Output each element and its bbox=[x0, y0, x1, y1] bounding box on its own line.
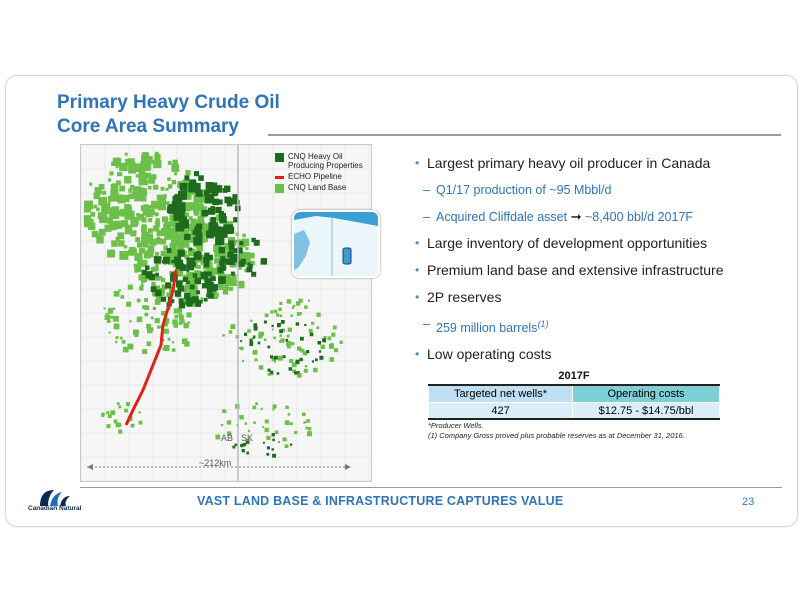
bullet-item: • Premium land base and extensive infrast… bbox=[415, 262, 724, 278]
bullet-item: • Large inventory of development opportun… bbox=[415, 235, 708, 251]
legend-label: CNQ Heavy Oil Producing Properties bbox=[288, 152, 363, 170]
legend-swatch-dark-green bbox=[275, 153, 284, 162]
dash-icon: – bbox=[423, 210, 430, 224]
sub-bullet-item: –259 million barrels(1) bbox=[415, 314, 785, 338]
logo-text: Canadian Natural bbox=[28, 505, 82, 512]
footer-divider bbox=[80, 487, 782, 488]
map-canvas bbox=[81, 145, 371, 481]
footnote: *Producer Wells. bbox=[428, 421, 484, 430]
locator-map-graphic bbox=[294, 216, 378, 276]
footnotes: *Producer Wells. (1) Company Gross prove… bbox=[428, 421, 685, 441]
canada-landmass bbox=[294, 216, 378, 276]
bullet-dot-icon: • bbox=[415, 236, 420, 250]
scale-arrow-left bbox=[87, 464, 93, 470]
legend-item-landbase: CNQ Land Base bbox=[275, 183, 365, 193]
sub-bullet-item: – Acquired Cliffdale asset ➞ ~8,400 bbl/d… bbox=[415, 207, 785, 227]
title-divider bbox=[268, 134, 781, 136]
dash-icon: – bbox=[423, 317, 430, 331]
arrow-right-icon: ➞ bbox=[570, 209, 582, 224]
bullet-item: • 2P reserves bbox=[415, 289, 502, 305]
footer-tagline: VAST LAND BASE & INFRASTRUCTURE CAPTURES… bbox=[197, 494, 564, 508]
bullet-dot-icon: • bbox=[415, 263, 420, 277]
table-title: 2017F bbox=[558, 370, 590, 382]
province-label-ab: AB bbox=[221, 433, 234, 443]
producing-property-blocks bbox=[141, 171, 327, 458]
legend-item-producing: CNQ Heavy Oil Producing Properties bbox=[275, 152, 365, 170]
bullet-dot-icon: • bbox=[415, 290, 420, 304]
legend-label: CNQ Land Base bbox=[288, 183, 347, 192]
legend-item-pipeline: ECHO Pipeline bbox=[275, 172, 365, 181]
legend-swatch-light-green bbox=[275, 184, 284, 193]
data-table: Targeted net wells* Operating costs 427 … bbox=[427, 384, 720, 420]
table-row: 427 $12.75 - $14.75/bbl bbox=[427, 402, 720, 420]
title-line-1: Primary Heavy Crude Oil bbox=[57, 92, 280, 113]
title-line-2: Core Area Summary bbox=[57, 116, 239, 137]
echo-pipeline bbox=[124, 269, 178, 426]
legend-label: ECHO Pipeline bbox=[288, 172, 342, 181]
area-highlight bbox=[342, 247, 352, 265]
legend-swatch-red-line bbox=[275, 176, 284, 179]
map-legend: CNQ Heavy Oil Producing Properties ECHO … bbox=[275, 152, 365, 195]
logo-icon bbox=[40, 490, 70, 506]
operating-costs-table: 2017F Targeted net wells* Operating cost… bbox=[427, 370, 720, 420]
scale-arrow-right bbox=[345, 464, 351, 470]
bullet-dot-icon: • bbox=[415, 156, 420, 170]
summary-bullets: • Largest primary heavy oil producer in C… bbox=[415, 153, 785, 364]
bullet-dot-icon: • bbox=[415, 347, 420, 362]
bullet-item: • Low operating costs bbox=[415, 346, 552, 363]
bullet-item: • Largest primary heavy oil producer in C… bbox=[415, 155, 711, 171]
pacific-coast bbox=[294, 230, 310, 270]
page-number: 23 bbox=[742, 496, 755, 508]
dash-icon: – bbox=[423, 183, 430, 197]
scale-label: ~212km bbox=[199, 458, 232, 468]
locator-inset-map bbox=[292, 210, 380, 278]
footnote: (1) Company Gross proved plus probable r… bbox=[428, 431, 685, 440]
company-logo bbox=[28, 486, 88, 516]
sub-bullet-item: – Q1/17 production of ~95 Mbbl/d bbox=[415, 180, 785, 200]
table-header-cell: Targeted net wells* bbox=[427, 384, 574, 403]
table-cell: $12.75 - $14.75/bbl bbox=[572, 402, 720, 420]
table-cell: 427 bbox=[427, 402, 574, 420]
page-title: Primary Heavy Crude Oil Core Area Summar… bbox=[57, 91, 280, 139]
table-header-cell: Operating costs bbox=[572, 384, 720, 403]
core-area-map: AB SK ~212km bbox=[80, 144, 372, 482]
table-header-row: Targeted net wells* Operating costs bbox=[427, 384, 720, 403]
province-label-sk: SK bbox=[241, 433, 254, 443]
